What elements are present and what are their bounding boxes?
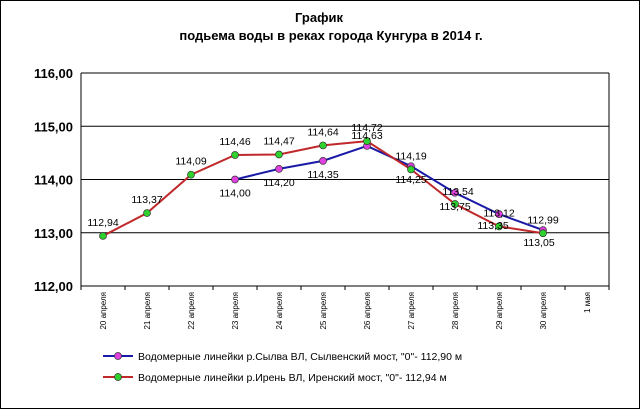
series-1-data-label-8: 113,54: [442, 186, 473, 198]
legend-swatch-marker-0: [114, 352, 122, 360]
chart-title: График подьема воды в реках города Кунгу…: [179, 10, 482, 43]
series-1-data-label-4: 114,47: [263, 135, 294, 147]
y-tick-label-3: 115,00: [34, 119, 73, 134]
series-1-point-10: [539, 229, 547, 238]
series-0-point-9: [495, 210, 503, 218]
series-1-data-label-3: 114,46: [219, 136, 250, 148]
legend-swatch-marker-1: [114, 373, 122, 381]
series-0-point-4: [275, 165, 283, 173]
legend-label-0: Водомерные линейки р.Сылва ВЛ, Сылвенски…: [138, 351, 462, 363]
y-tick-label-0: 112,00: [34, 279, 73, 294]
series-0-point-3: [231, 175, 239, 184]
x-tick-label-8: 28 апреля: [451, 292, 460, 330]
x-tick-label-7: 27 апреля: [407, 292, 416, 330]
x-tick-label-4: 24 апреля: [275, 292, 284, 330]
series-0-data-label-5: 114,35: [307, 169, 338, 181]
series-0-data-label-3: 114,00: [219, 188, 250, 200]
plot-area: 112,00 113,00 114,00 115,00 116,00 20 апреля 2…: [34, 66, 610, 330]
series-1-point-9: [495, 222, 503, 231]
series-1-data-label-7: 114,19: [395, 150, 426, 162]
y-tick-label-1: 113,00: [34, 226, 73, 241]
y-tick-label-4: 116,00: [34, 66, 73, 81]
x-tick-label-0: 20 апреля: [99, 292, 108, 330]
y-tick-label-2: 114,00: [34, 173, 73, 188]
x-tick-label-6: 26 апреля: [363, 292, 372, 330]
series-1-data-label-5: 114,64: [307, 126, 338, 138]
series-0-point-5: [319, 157, 327, 165]
series-1-data-label-2: 114,09: [175, 156, 206, 168]
series-1-data-label-9: 113,12: [483, 207, 514, 219]
series-0-data-label-6: 114,63: [351, 130, 382, 142]
x-tick-label-5: 25 апреля: [319, 292, 328, 330]
series-1-data-label-1: 113,37: [131, 194, 162, 206]
series-0-data-label-7: 114,25: [395, 174, 426, 186]
series-1-data-label-10: 112,99: [527, 214, 558, 226]
chart-title-line-2: подьема воды в реках города Кунгура в 20…: [179, 28, 482, 43]
series-0-data-label-8: 113,75: [439, 201, 470, 213]
series-0-data-label-4: 114,20: [263, 177, 294, 189]
series-1-point-3: [231, 151, 239, 159]
series-1-point-7: [407, 165, 415, 174]
x-tick-label-2: 22 апреля: [187, 292, 196, 330]
series-1-point-8: [451, 200, 459, 208]
series-1-point-5: [319, 141, 327, 150]
series-1-data-label-0: 112,94: [87, 217, 118, 229]
series-1-point-0: [99, 232, 107, 240]
series-1-data-label-6: 114,72: [351, 122, 382, 134]
legend: Водомерные линейки р.Сылва ВЛ, Сылвенски…: [103, 351, 462, 384]
series-1-point-4: [275, 150, 283, 159]
series-0-point-8: [451, 188, 459, 197]
series-1-point-2: [187, 170, 195, 179]
x-tick-label-1: 21 апреля: [143, 292, 152, 330]
x-tick-label-10: 30 апреля: [539, 292, 548, 330]
x-tick-label-11: 1 мая: [583, 292, 592, 313]
x-tick-label-3: 23 апреля: [231, 292, 240, 330]
series-1-point-1: [143, 209, 151, 217]
x-tick-label-9: 29 апреля: [495, 292, 504, 330]
series-1-point-6: [363, 137, 371, 146]
chart-title-line-1: График: [295, 10, 343, 25]
series-0-data-label-9: 113,35: [477, 220, 508, 232]
legend-label-1: Водомерные линейки р.Ирень ВЛ, Иренский …: [138, 372, 447, 384]
series-0-data-label-10: 113,05: [523, 237, 554, 249]
